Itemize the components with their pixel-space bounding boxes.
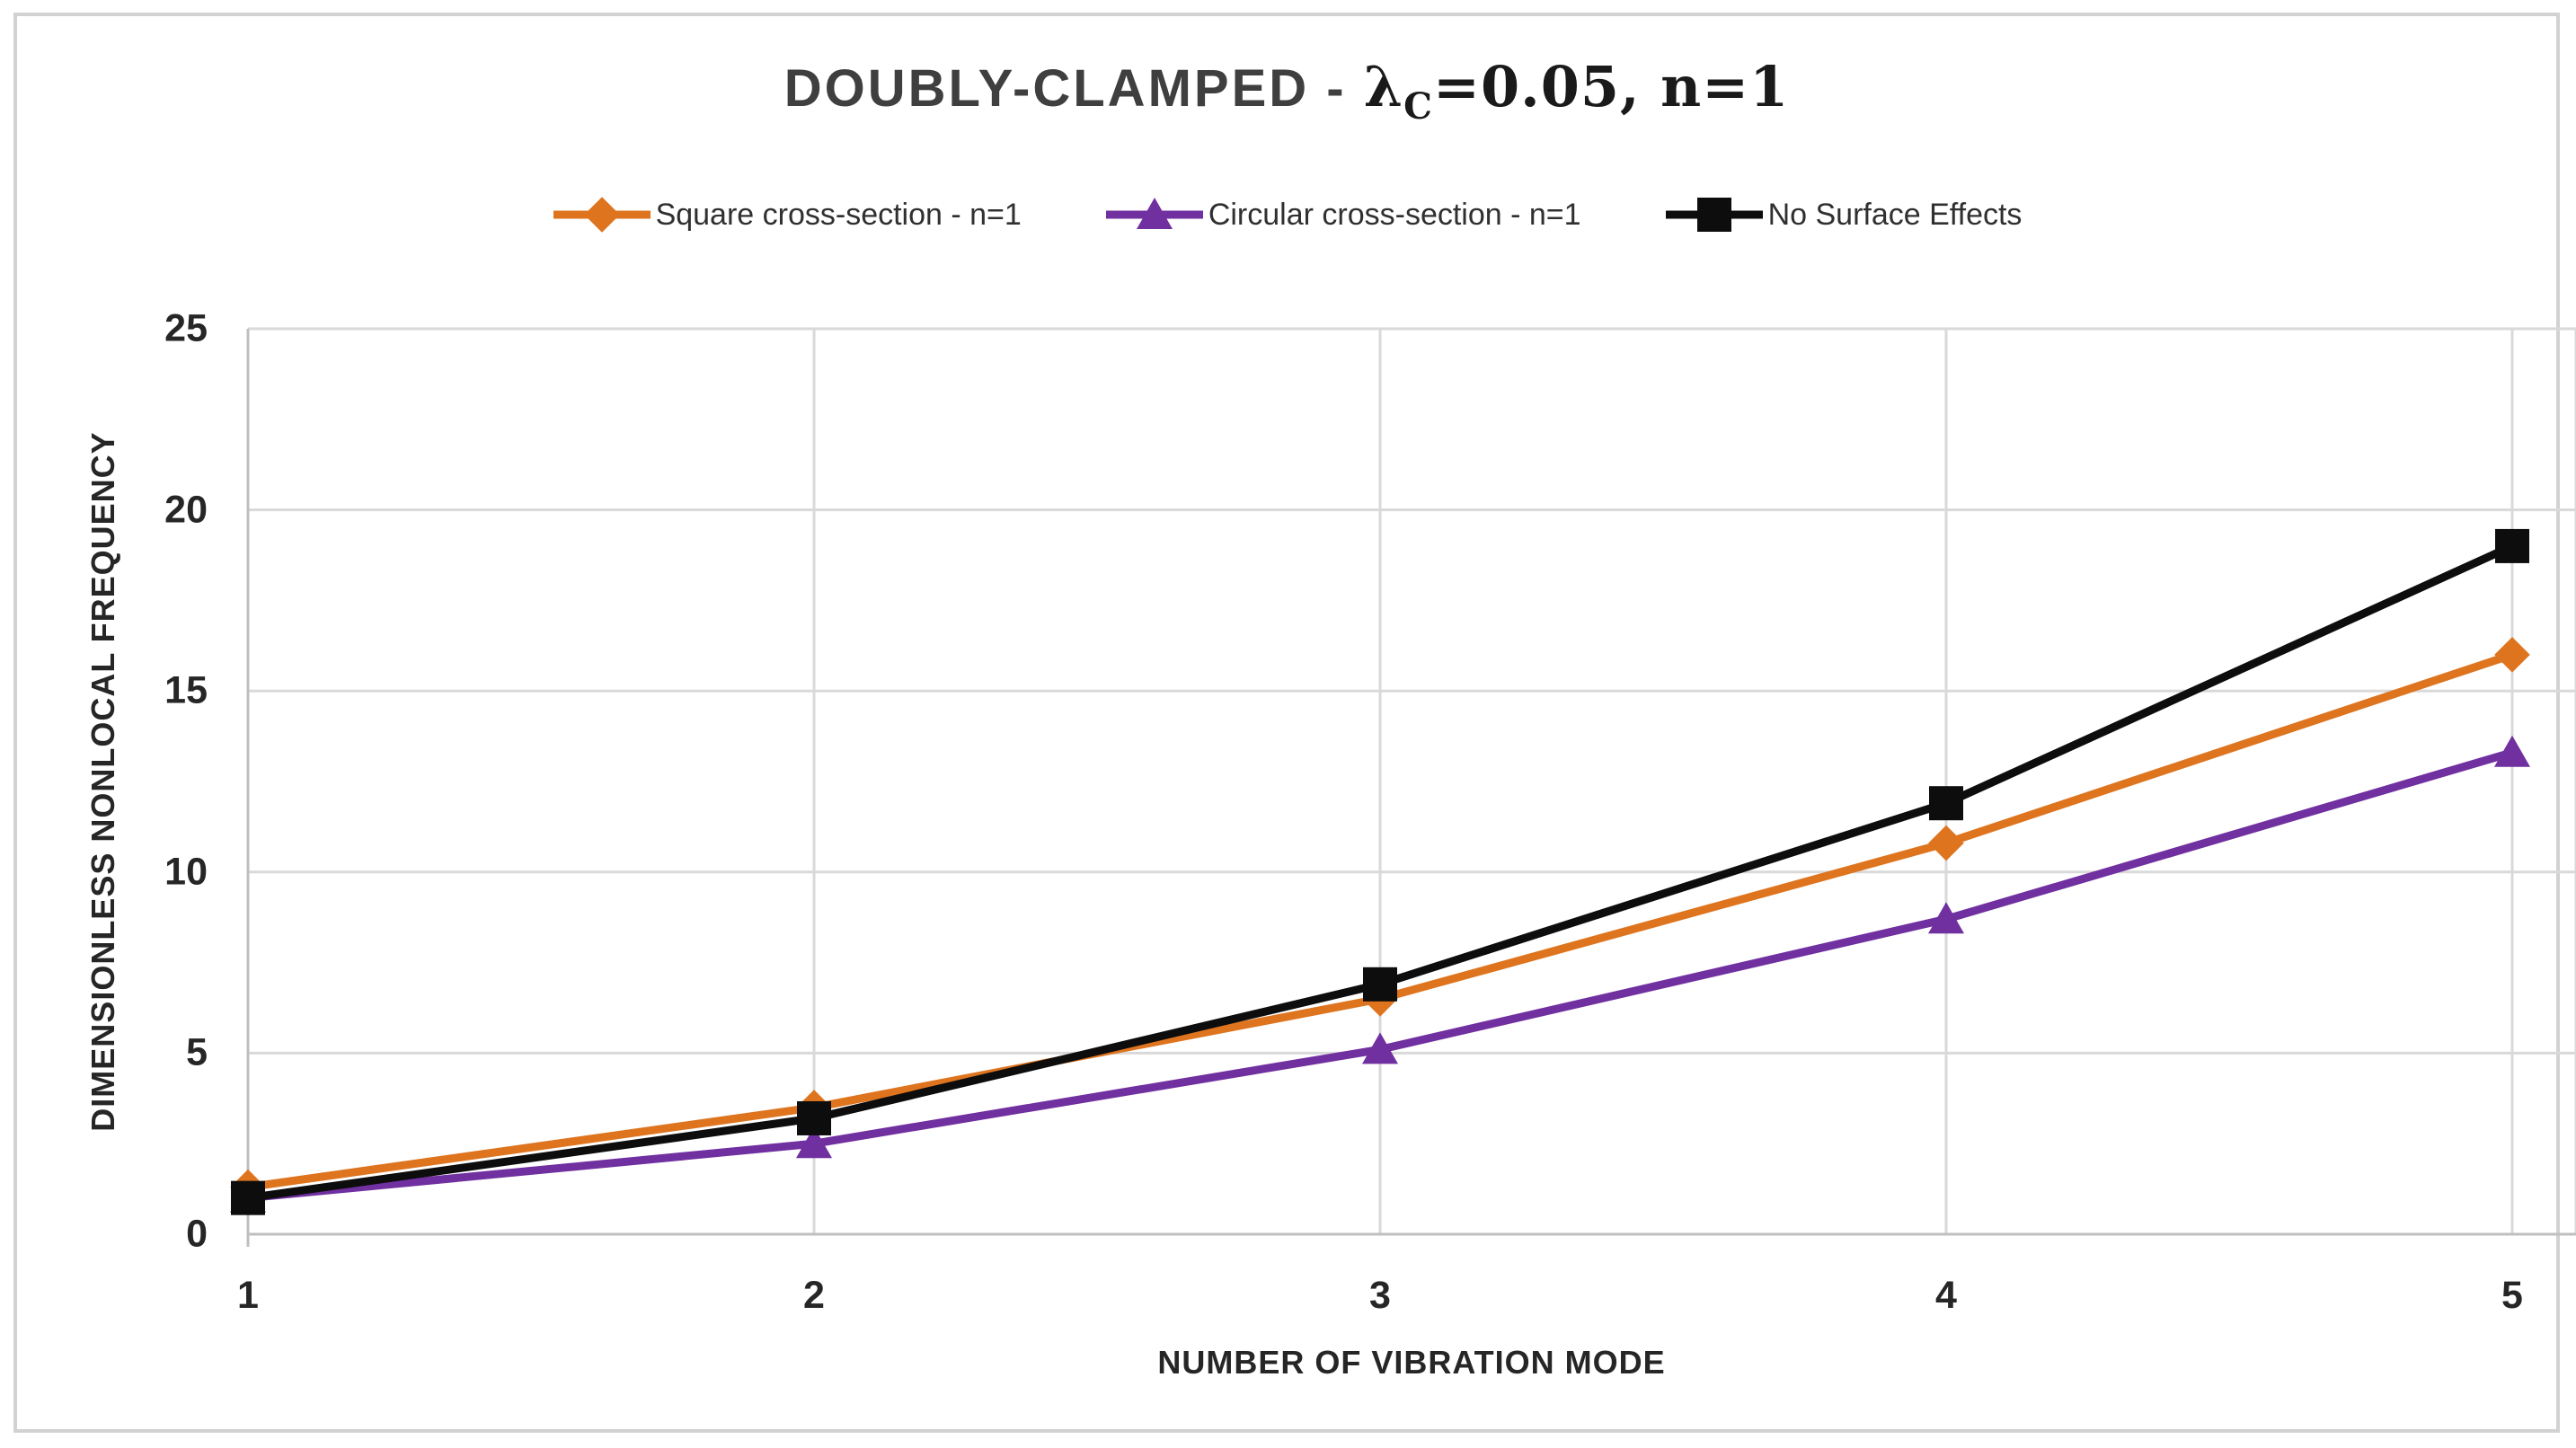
x-tick-label: 2	[803, 1274, 825, 1317]
legend-item-0: Square cross-section - n=1	[552, 194, 1022, 235]
legend-item-2: No Surface Effects	[1664, 194, 2023, 235]
marker-square	[797, 1100, 831, 1135]
legend-label: Square cross-section - n=1	[655, 197, 1022, 232]
chart-title-dash: -	[1309, 59, 1364, 118]
marker-square	[1929, 786, 1963, 821]
plot-area	[230, 327, 2576, 1247]
marker-diamond	[583, 197, 620, 233]
chart-title-main: DOUBLY-CLAMPED	[783, 59, 1310, 118]
marker-square	[1363, 967, 1397, 1002]
chart-frame: DOUBLY-CLAMPED - λC=0.05, n=1 Square cro…	[13, 13, 2576, 1433]
y-tick-label: 10	[164, 850, 208, 894]
marker-triangle	[1362, 1032, 1398, 1064]
x-tick-label: 3	[1369, 1274, 1391, 1317]
chart-legend: Square cross-section - n=1 Circular cross…	[17, 194, 2556, 235]
x-tick-label: 1	[237, 1274, 259, 1317]
y-tick-label: 25	[164, 306, 208, 350]
marker-triangle	[796, 1126, 832, 1159]
marker-triangle	[1928, 902, 1964, 934]
chart-title: DOUBLY-CLAMPED - λC=0.05, n=1	[17, 54, 2556, 128]
chart-title-lambda-sub: C	[1403, 85, 1434, 128]
chart-title-lambda: λ	[1363, 54, 1404, 119]
marker-diamond	[1928, 825, 1964, 861]
x-axis-title: NUMBER OF VIBRATION MODE	[1157, 1344, 1666, 1381]
marker-square	[231, 1180, 265, 1215]
legend-swatch	[1105, 198, 1203, 229]
legend-label: Circular cross-section - n=1	[1208, 197, 1581, 232]
legend-swatch	[1665, 198, 1763, 232]
marker-square	[2495, 528, 2529, 563]
x-tick-label: 4	[1935, 1274, 1957, 1317]
chart-title-math: λC=0.05, n=1	[1363, 54, 1790, 128]
marker-diamond	[2494, 637, 2530, 673]
y-tick-label: 15	[164, 668, 208, 712]
marker-triangle	[2494, 735, 2530, 767]
y-tick-label: 5	[186, 1030, 208, 1074]
y-tick-label: 0	[186, 1212, 208, 1256]
legend-swatch	[553, 197, 651, 233]
legend-label: No Surface Effects	[1767, 197, 2023, 232]
marker-triangle	[1136, 198, 1173, 229]
marker-square	[1696, 198, 1731, 232]
y-tick-label: 20	[164, 488, 208, 532]
legend-item-1: Circular cross-section - n=1	[1104, 194, 1581, 235]
chart-title-rest: =0.05, n=1	[1433, 54, 1790, 119]
x-tick-label: 5	[2501, 1274, 2523, 1317]
y-axis-title: DIMENSIONLESS NONLOCAL FREQUENCY	[84, 431, 121, 1132]
